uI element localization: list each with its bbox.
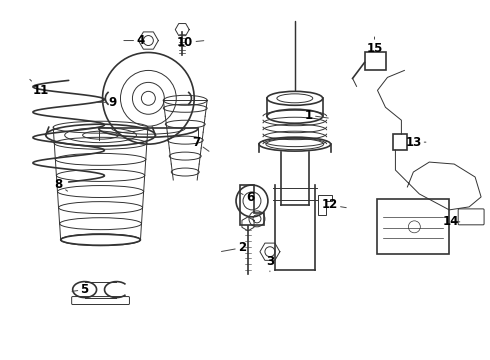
Text: 6: 6	[239, 192, 254, 204]
Text: 10: 10	[177, 36, 204, 49]
Text: 12: 12	[321, 198, 346, 211]
Text: 11: 11	[30, 79, 49, 97]
Text: 4: 4	[124, 34, 145, 47]
Text: 5: 5	[72, 283, 89, 296]
Text: 2: 2	[221, 241, 246, 254]
Text: 13: 13	[405, 136, 426, 149]
Text: 1: 1	[305, 109, 328, 122]
Text: 15: 15	[367, 37, 383, 55]
Text: 7: 7	[192, 136, 209, 151]
Text: 8: 8	[54, 179, 68, 192]
Text: 9: 9	[96, 96, 117, 109]
Text: 3: 3	[266, 255, 274, 272]
Text: 14: 14	[443, 215, 460, 228]
